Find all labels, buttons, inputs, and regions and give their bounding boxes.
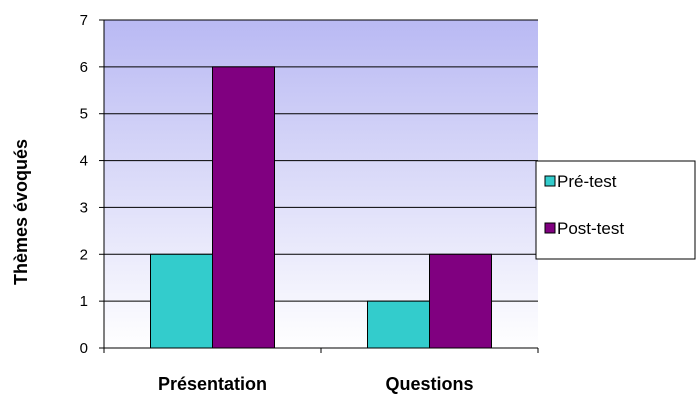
y-tick-label: 1 (80, 293, 88, 310)
y-tick-label: 7 (80, 12, 88, 29)
y-axis-label: Thèmes évoqués (11, 139, 31, 285)
legend-swatch-post-test (544, 222, 556, 234)
y-tick-label: 3 (80, 199, 88, 216)
bar-pr-test-0 (150, 253, 213, 349)
y-tick-labels: 0 1 2 3 4 5 6 7 (80, 12, 88, 357)
y-tick-label: 4 (80, 153, 88, 170)
bar-post-test-1 (429, 253, 492, 349)
x-category-label: Questions (385, 374, 473, 394)
legend: Pré-test Post-test (535, 160, 696, 260)
x-category-label: Présentation (158, 374, 267, 394)
bar-post-test-0 (212, 66, 275, 349)
y-tick-label: 0 (80, 340, 88, 357)
legend-label-pre-test: Pré-test (557, 172, 617, 191)
x-category-labels: Présentation Questions (158, 374, 474, 394)
legend-box (535, 160, 696, 260)
y-tick-label: 6 (80, 59, 88, 76)
y-tick-label: 2 (80, 246, 88, 263)
bar-pr-test-1 (367, 300, 430, 349)
y-tick-label: 5 (80, 106, 88, 123)
axes (99, 19, 539, 353)
legend-label-post-test: Post-test (557, 219, 624, 238)
legend-swatch-pre-test (544, 175, 556, 187)
